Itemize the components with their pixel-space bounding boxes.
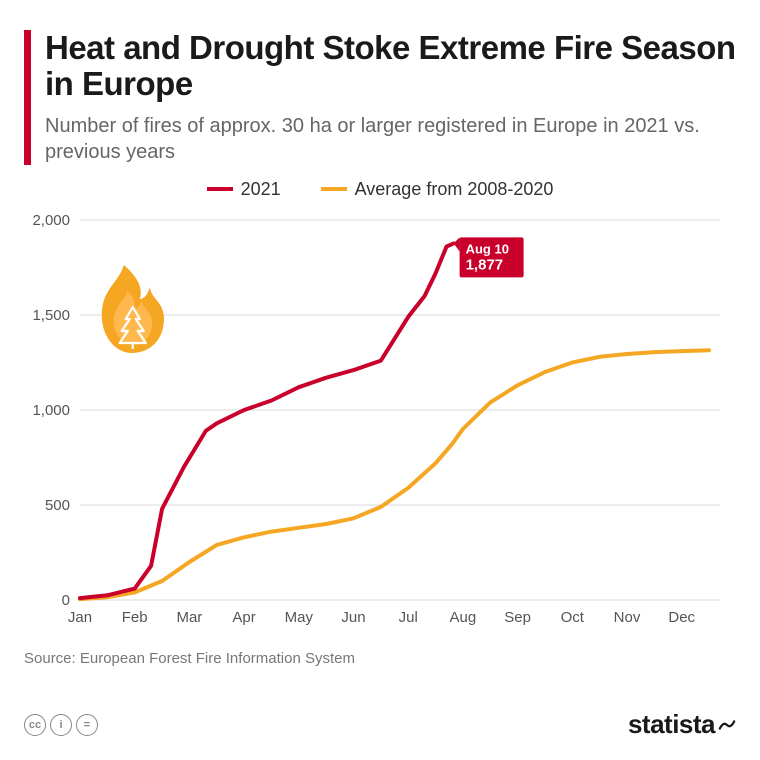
legend-item-2021: 2021 xyxy=(207,179,281,200)
svg-text:Nov: Nov xyxy=(614,609,641,626)
brand-text: statista xyxy=(628,709,715,740)
chart-svg: 0 500 1,000 1,500 2,000 Jan Feb Mar Apr May Jun Jul… xyxy=(24,204,734,634)
line-chart: 0 500 1,000 1,500 2,000 Jan Feb Mar Apr May Jun Jul… xyxy=(24,204,734,634)
svg-text:1,877: 1,877 xyxy=(466,256,504,273)
svg-text:Oct: Oct xyxy=(561,609,585,626)
chart-title: Heat and Drought Stoke Extreme Fire Seas… xyxy=(45,30,736,103)
chart-subtitle: Number of fires of approx. 30 ha or larg… xyxy=(45,113,736,165)
source-label: Source: European Forest Fire Information… xyxy=(24,650,736,667)
accent-bar xyxy=(24,30,31,165)
brand-wave-icon xyxy=(718,716,736,734)
footer: cc i = statista xyxy=(24,709,736,740)
svg-text:Mar: Mar xyxy=(176,609,202,626)
no-derivatives-icon: = xyxy=(76,714,98,736)
header-text: Heat and Drought Stoke Extreme Fire Seas… xyxy=(45,30,736,165)
svg-text:2,000: 2,000 xyxy=(32,212,70,229)
legend-swatch-avg xyxy=(321,187,347,191)
svg-text:Aug: Aug xyxy=(450,609,477,626)
legend: 2021 Average from 2008-2020 xyxy=(24,179,736,200)
svg-text:May: May xyxy=(285,609,314,626)
svg-text:Dec: Dec xyxy=(668,609,695,626)
svg-text:1,000: 1,000 xyxy=(32,402,70,419)
attribution-icon: i xyxy=(50,714,72,736)
svg-text:Aug 10: Aug 10 xyxy=(466,241,509,256)
legend-swatch-2021 xyxy=(207,187,233,191)
svg-text:500: 500 xyxy=(45,497,70,514)
svg-text:Apr: Apr xyxy=(232,609,255,626)
legend-label-2021: 2021 xyxy=(241,179,281,200)
header-block: Heat and Drought Stoke Extreme Fire Seas… xyxy=(24,30,736,165)
svg-text:Jul: Jul xyxy=(399,609,418,626)
svg-text:Jan: Jan xyxy=(68,609,92,626)
statista-logo: statista xyxy=(628,709,736,740)
svg-text:Sep: Sep xyxy=(504,609,531,626)
cc-license-icons: cc i = xyxy=(24,714,98,736)
svg-text:0: 0 xyxy=(62,592,70,609)
svg-text:1,500: 1,500 xyxy=(32,307,70,324)
cc-icon: cc xyxy=(24,714,46,736)
svg-text:Feb: Feb xyxy=(122,609,148,626)
legend-item-avg: Average from 2008-2020 xyxy=(321,179,554,200)
legend-label-avg: Average from 2008-2020 xyxy=(355,179,554,200)
svg-text:Jun: Jun xyxy=(341,609,365,626)
